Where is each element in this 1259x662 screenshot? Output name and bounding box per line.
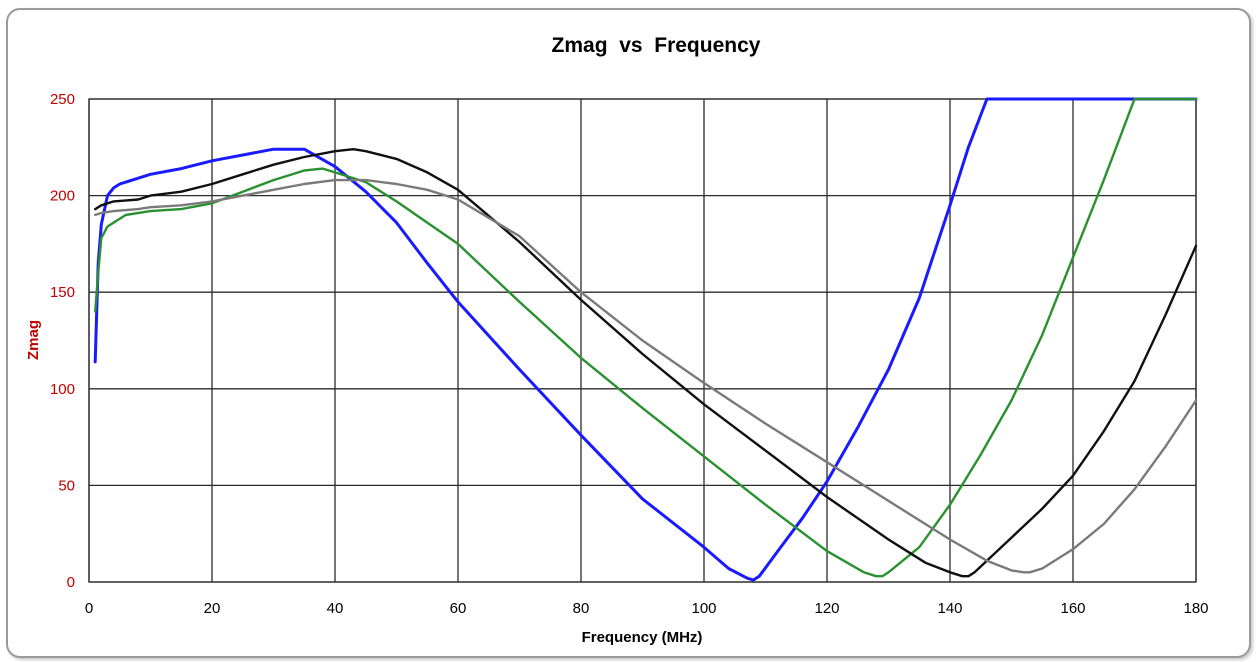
y-axis-ticks: 0 50 100 150 200 250 [50, 91, 75, 591]
y-tick-label: 250 [50, 91, 75, 108]
x-tick-label: 100 [691, 600, 716, 617]
series-lines [93, 97, 1198, 582]
x-tick-label: 0 [85, 600, 93, 617]
y-axis-label: Zmag [25, 320, 42, 360]
x-tick-label: 180 [1183, 600, 1208, 617]
series-line-4 [93, 178, 1198, 574]
x-tick-label: 40 [327, 600, 344, 617]
y-tick-label: 0 [67, 574, 75, 591]
x-tick-label: 140 [937, 600, 962, 617]
y-tick-label: 100 [50, 381, 75, 398]
x-tick-label: 160 [1060, 600, 1085, 617]
series-line-2 [93, 97, 1198, 578]
x-tick-label: 80 [573, 600, 590, 617]
x-axis-ticks: 0 20 40 60 80 100 120 140 160 180 [85, 600, 1209, 617]
y-tick-label: 200 [50, 188, 75, 205]
gridlines [88, 98, 1197, 583]
x-tick-label: 60 [450, 600, 467, 617]
x-tick-label: 20 [204, 600, 221, 617]
y-tick-label: 150 [50, 284, 75, 301]
chart-title: Zmag vs Frequency [552, 34, 761, 57]
series-line-3 [93, 147, 1198, 578]
x-tick-label: 120 [814, 600, 839, 617]
series-line-1 [93, 97, 1198, 582]
y-tick-label: 50 [58, 477, 75, 494]
x-axis-label: Frequency (MHz) [582, 629, 703, 646]
